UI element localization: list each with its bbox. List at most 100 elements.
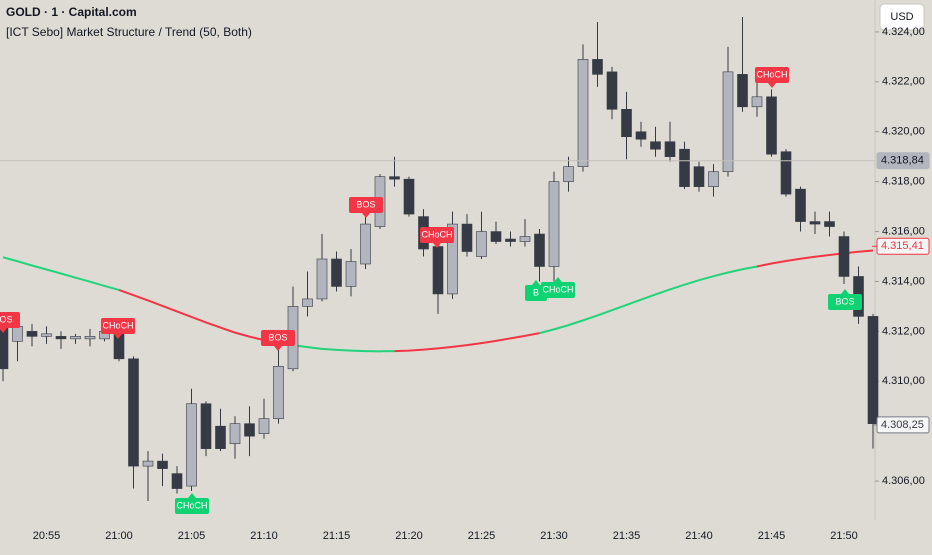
candle-body [650,141,661,150]
trend-line [756,249,874,268]
price-marker-box [876,416,930,434]
candle-body [577,59,589,167]
candle-body [200,403,212,449]
candle-body [722,71,734,172]
candle-body [142,460,154,467]
candle-body [824,221,835,227]
candle-body [273,365,284,419]
candle-body [664,141,676,157]
candle-body [795,188,806,222]
candle-body [867,316,879,424]
candle-body [548,181,560,267]
candle-body [258,418,270,434]
x-tick-label: 21:45 [758,530,786,542]
candle-body [751,96,763,108]
price-marker-label: 4.318,84 [881,155,924,167]
candle-body [708,171,719,187]
price-marker-box [876,152,930,170]
candle-body [490,231,502,242]
candle-body [563,166,574,182]
candle-body [476,231,487,257]
structure-label-pointer [0,328,7,333]
candle-body [12,326,23,342]
candle-body [461,223,473,252]
x-tick-label: 21:15 [323,530,351,542]
x-tick-label: 21:25 [468,530,496,542]
structure-label: CHoCH [542,284,573,294]
x-tick-label: 21:20 [395,530,423,542]
x-tick-label: 21:30 [540,530,568,542]
structure-label-pointer [768,83,776,88]
trend-line [2,256,120,291]
candle-body [229,423,241,444]
y-tick-label: 4.310,00 [882,375,925,387]
trend-line [539,265,758,335]
candle-body [186,403,197,487]
x-tick-label: 21:00 [105,530,133,542]
x-tick-label: 21:50 [830,530,858,542]
candle-body [693,166,705,187]
indicator: [ICT Sebo] Market Structure / Trend (50,… [6,25,252,39]
y-tick-label: 4.312,00 [882,325,925,337]
candle-body [360,223,371,265]
candle-body [331,258,342,287]
structure-label-box [175,498,209,514]
candle-body [635,131,647,140]
currency[interactable]: USD [890,11,913,23]
structure-label-box [755,67,789,83]
candle-body [447,223,458,295]
candle-body [534,233,545,267]
candle-body [737,74,748,108]
y-tick-label: 4.324,00 [882,26,925,38]
candle-body [809,221,821,225]
candle-body [215,425,226,449]
trend-line [118,289,265,342]
structure-label-pointer [188,493,196,498]
y-tick-label: 4.316,00 [882,225,925,237]
x-tick-label: 21:40 [685,530,713,542]
candle-body [302,298,313,307]
structure-label: B [533,287,539,297]
candle-body [766,96,777,155]
x-tick-label: 21:35 [613,530,641,542]
structure-label-pointer [841,289,849,294]
y-tick-label: 4.306,00 [882,475,925,487]
structure-label: BOS [268,332,287,342]
candle-body [403,178,415,215]
candle-body [70,336,81,340]
structure-label-pointer [114,334,122,339]
price-marker-box [876,237,930,255]
x-tick-label: 20:55 [33,530,61,542]
structure-label-box [261,330,295,346]
structure-label-box [420,227,454,243]
trend-line [394,332,540,353]
structure-label: CHoCH [176,500,207,510]
y-tick-label: 4.320,00 [882,126,925,138]
candle-body [171,473,183,489]
currency-button[interactable] [879,3,925,31]
candle-body [621,108,632,138]
candle-body [316,258,328,300]
candle-body [505,238,516,242]
candle-body [55,336,67,340]
structure-label-box [0,312,20,328]
candle-body [345,261,357,287]
x-tick-label: 21:05 [178,530,206,542]
candle-body [0,326,9,370]
structure-label-box [828,294,862,310]
price-marker-label: 4.308,25 [881,419,924,431]
structure-label-pointer [362,213,370,218]
candle-body [592,59,603,75]
y-tick-label: 4.318,00 [882,176,925,188]
candle-body [838,236,850,277]
structure-label: CHoCH [756,69,787,79]
y-tick-label: 4.322,00 [882,76,925,88]
candle-body [26,331,38,337]
candle-body [157,460,168,469]
x-tick-label: 21:10 [250,530,278,542]
structure-label: BOS [835,296,854,306]
structure-label-box [541,282,575,298]
structure-label-pointer [532,280,540,285]
